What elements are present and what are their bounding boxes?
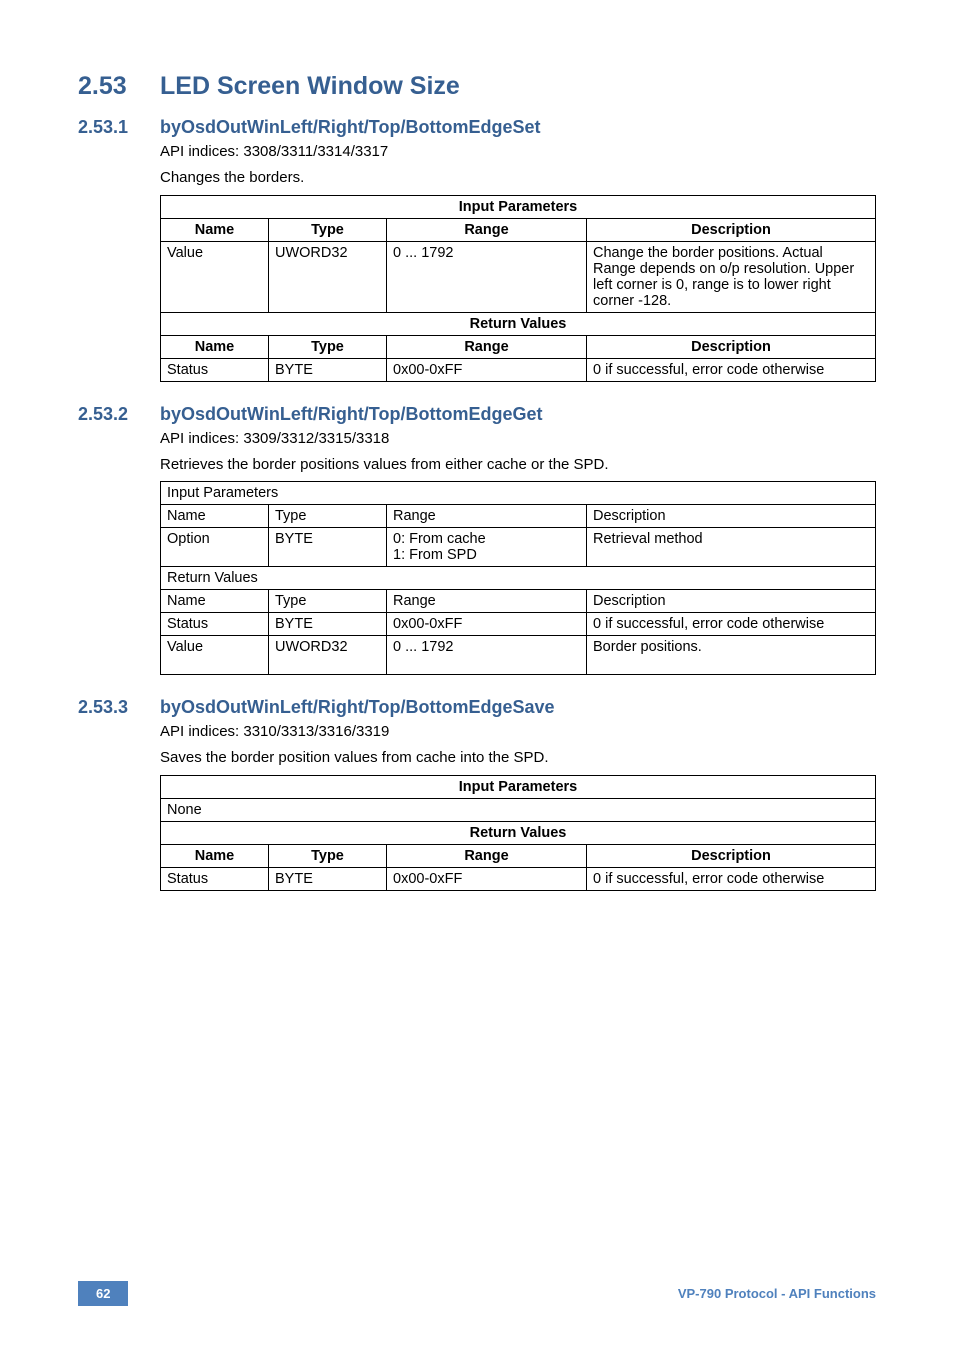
input-params-header: Input Parameters (161, 195, 876, 218)
cell: Border positions. (587, 636, 876, 675)
cell: 0 if successful, error code otherwise (587, 613, 876, 636)
h3-title: byOsdOutWinLeft/Right/Top/BottomEdgeSave (160, 697, 555, 717)
col-header: Description (587, 218, 876, 241)
cell: UWORD32 (269, 636, 387, 675)
col-header: Description (587, 590, 876, 613)
col-header: Range (387, 590, 587, 613)
cell: 0 if successful, error code otherwise (587, 867, 876, 890)
col-header: Range (387, 335, 587, 358)
section-heading-2: 2.53LED Screen Window Size (78, 72, 876, 101)
input-params-header: Input Parameters (161, 482, 876, 505)
cell: Status (161, 867, 269, 890)
cell: Value (161, 636, 269, 675)
col-header: Type (269, 335, 387, 358)
h2-title: LED Screen Window Size (160, 72, 460, 100)
section-description: Retrieves the border positions values fr… (160, 455, 876, 475)
none-row: None (161, 798, 876, 821)
h3-number: 2.53.2 (78, 404, 160, 425)
col-header: Description (587, 505, 876, 528)
table-row: Value UWORD32 0 ... 1792 Change the bord… (161, 241, 876, 312)
api-indices: API indices: 3308/3311/3314/3317 (160, 142, 876, 162)
section-description: Changes the borders. (160, 168, 876, 188)
cell: Value (161, 241, 269, 312)
cell: 0 ... 1792 (387, 636, 587, 675)
section-heading-3: 2.53.2byOsdOutWinLeft/Right/Top/BottomEd… (78, 404, 876, 425)
page-number-badge: 62 (78, 1281, 128, 1306)
table-row: None (161, 798, 876, 821)
h3-number: 2.53.1 (78, 117, 160, 138)
cell: Retrieval method (587, 528, 876, 567)
cell: Option (161, 528, 269, 567)
h2-number: 2.53 (78, 72, 160, 101)
page-footer: 62 VP-790 Protocol - API Functions (78, 1281, 876, 1306)
col-header: Range (387, 218, 587, 241)
col-header: Name (161, 590, 269, 613)
col-header: Description (587, 335, 876, 358)
cell: BYTE (269, 867, 387, 890)
col-header: Name (161, 218, 269, 241)
api-indices: API indices: 3310/3313/3316/3319 (160, 722, 876, 742)
section-heading-3: 2.53.3byOsdOutWinLeft/Right/Top/BottomEd… (78, 697, 876, 718)
input-params-header: Input Parameters (161, 775, 876, 798)
col-header: Description (587, 844, 876, 867)
cell: 0x00-0xFF (387, 358, 587, 381)
footer-title: VP-790 Protocol - API Functions (678, 1286, 876, 1301)
col-header: Name (161, 505, 269, 528)
cell: 0 if successful, error code otherwise (587, 358, 876, 381)
cell: 0x00-0xFF (387, 867, 587, 890)
col-header: Type (269, 218, 387, 241)
section-heading-3: 2.53.1byOsdOutWinLeft/Right/Top/BottomEd… (78, 117, 876, 138)
parameters-table: Input Parameters None Return Values Name… (160, 775, 876, 891)
cell: 0 ... 1792 (387, 241, 587, 312)
table-row: Value UWORD32 0 ... 1792 Border position… (161, 636, 876, 675)
cell: UWORD32 (269, 241, 387, 312)
col-header: Range (387, 844, 587, 867)
cell: 0x00-0xFF (387, 613, 587, 636)
cell: Status (161, 358, 269, 381)
section-description: Saves the border position values from ca… (160, 748, 876, 768)
api-indices: API indices: 3309/3312/3315/3318 (160, 429, 876, 449)
return-values-header: Return Values (161, 312, 876, 335)
return-values-header: Return Values (161, 821, 876, 844)
table-row: Status BYTE 0x00-0xFF 0 if successful, e… (161, 358, 876, 381)
cell: 0: From cache 1: From SPD (387, 528, 587, 567)
h3-title: byOsdOutWinLeft/Right/Top/BottomEdgeGet (160, 404, 542, 424)
col-header: Name (161, 844, 269, 867)
cell: BYTE (269, 613, 387, 636)
col-header: Range (387, 505, 587, 528)
parameters-table: Input Parameters Name Type Range Descrip… (160, 481, 876, 675)
cell: BYTE (269, 358, 387, 381)
table-row: Option BYTE 0: From cache 1: From SPD Re… (161, 528, 876, 567)
h3-title: byOsdOutWinLeft/Right/Top/BottomEdgeSet (160, 117, 540, 137)
col-header: Type (269, 505, 387, 528)
cell: Status (161, 613, 269, 636)
col-header: Type (269, 844, 387, 867)
table-row: Status BYTE 0x00-0xFF 0 if successful, e… (161, 867, 876, 890)
cell: BYTE (269, 528, 387, 567)
col-header: Type (269, 590, 387, 613)
col-header: Name (161, 335, 269, 358)
return-values-header: Return Values (161, 567, 876, 590)
table-row: Status BYTE 0x00-0xFF 0 if successful, e… (161, 613, 876, 636)
h3-number: 2.53.3 (78, 697, 160, 718)
cell: Change the border positions. Actual Rang… (587, 241, 876, 312)
parameters-table: Input Parameters Name Type Range Descrip… (160, 195, 876, 382)
